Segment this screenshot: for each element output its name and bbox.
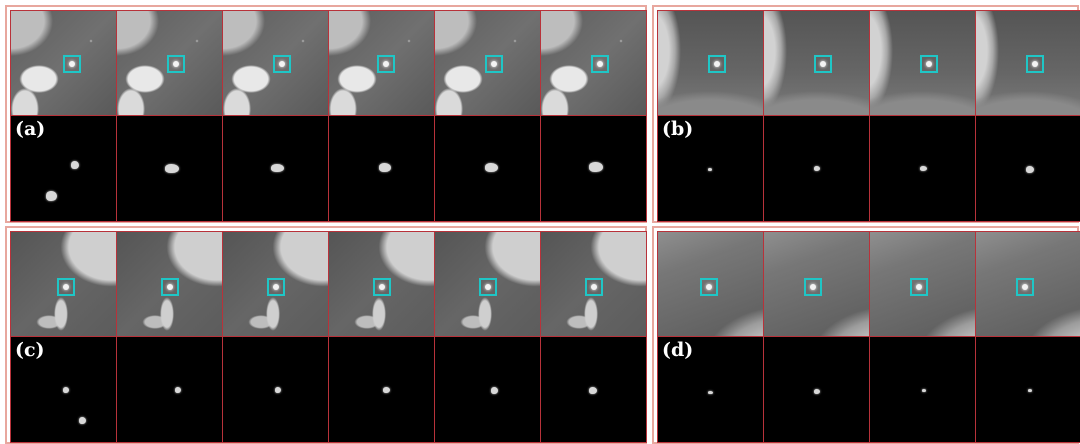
ct-slice <box>222 10 329 116</box>
panel-label-b: (b) <box>662 118 694 140</box>
nodule-box <box>591 55 609 73</box>
mask-blob <box>491 387 498 394</box>
nodule-box <box>267 278 285 296</box>
panel-a: (a) <box>5 5 647 223</box>
ct-slice <box>434 231 541 337</box>
nodule-box <box>161 278 179 296</box>
ct-slice <box>10 10 117 116</box>
mask-blob <box>814 166 820 171</box>
mask-blob <box>271 164 284 172</box>
ct-slice <box>975 231 1080 337</box>
ct-slice <box>540 231 647 337</box>
segmentation-mask <box>763 115 870 222</box>
ct-slice <box>763 10 870 116</box>
mask-blob <box>814 389 820 394</box>
segmentation-mask: (d) <box>657 336 764 443</box>
ct-slice <box>540 10 647 116</box>
segmentation-mask <box>869 115 976 222</box>
segmentation-mask <box>975 336 1080 443</box>
panel-label-d: (d) <box>662 339 694 361</box>
panel-label-c: (c) <box>15 339 45 361</box>
nodule-box <box>910 278 928 296</box>
nodule-box <box>708 55 726 73</box>
ct-slice <box>222 231 329 337</box>
nodule-box <box>804 278 822 296</box>
segmentation-mask: (b) <box>657 115 764 222</box>
segmentation-mask <box>116 336 223 443</box>
segmentation-mask <box>222 115 329 222</box>
mask-blob <box>589 162 603 172</box>
mask-blob <box>79 417 86 424</box>
panel-c: (c) <box>5 226 647 444</box>
panel-d: (d) <box>652 226 1080 444</box>
segmentation-mask <box>975 115 1080 222</box>
nodule-box <box>63 55 81 73</box>
ct-slice <box>869 231 976 337</box>
segmentation-mask <box>540 115 647 222</box>
segmentation-mask <box>540 336 647 443</box>
nodule-box <box>1016 278 1034 296</box>
ct-slice <box>869 10 976 116</box>
mask-blob <box>708 168 712 171</box>
nodule-box <box>485 55 503 73</box>
mask-blob <box>165 164 179 173</box>
mask-blob <box>922 389 926 392</box>
ct-slice <box>116 231 223 337</box>
segmentation-mask <box>869 336 976 443</box>
ct-slice <box>10 231 117 337</box>
mask-blob <box>275 387 281 393</box>
segmentation-mask <box>434 336 541 443</box>
mask-blob <box>379 163 391 172</box>
segmentation-mask <box>328 115 435 222</box>
nodule-box <box>585 278 603 296</box>
mask-blob <box>383 387 390 393</box>
nodule-box <box>920 55 938 73</box>
mask-blob <box>175 387 181 393</box>
ct-slice <box>657 10 764 116</box>
mask-blob <box>71 161 79 169</box>
nodule-box <box>700 278 718 296</box>
segmentation-mask: (c) <box>10 336 117 443</box>
mask-blob <box>485 163 498 172</box>
ct-slice <box>116 10 223 116</box>
ct-slice <box>657 231 764 337</box>
segmentation-mask <box>222 336 329 443</box>
mask-blob <box>1028 389 1032 392</box>
nodule-box <box>167 55 185 73</box>
ct-slice <box>975 10 1080 116</box>
mask-blob <box>46 191 57 201</box>
ct-slice <box>328 231 435 337</box>
segmentation-mask <box>116 115 223 222</box>
ct-slice <box>434 10 541 116</box>
nodule-box <box>373 278 391 296</box>
segmentation-mask: (a) <box>10 115 117 222</box>
ct-slice <box>328 10 435 116</box>
nodule-box <box>57 278 75 296</box>
segmentation-mask <box>328 336 435 443</box>
nodule-box <box>377 55 395 73</box>
nodule-box <box>479 278 497 296</box>
panel-b: (b) <box>652 5 1080 223</box>
segmentation-mask <box>763 336 870 443</box>
mask-blob <box>920 166 927 171</box>
mask-blob <box>63 387 69 393</box>
mask-blob <box>1026 166 1034 173</box>
nodule-box <box>814 55 832 73</box>
nodule-box <box>1026 55 1044 73</box>
mask-blob <box>589 387 597 394</box>
panel-label-a: (a) <box>15 118 46 140</box>
ct-slice <box>763 231 870 337</box>
nodule-box <box>273 55 291 73</box>
mask-blob <box>708 391 713 394</box>
segmentation-mask <box>434 115 541 222</box>
